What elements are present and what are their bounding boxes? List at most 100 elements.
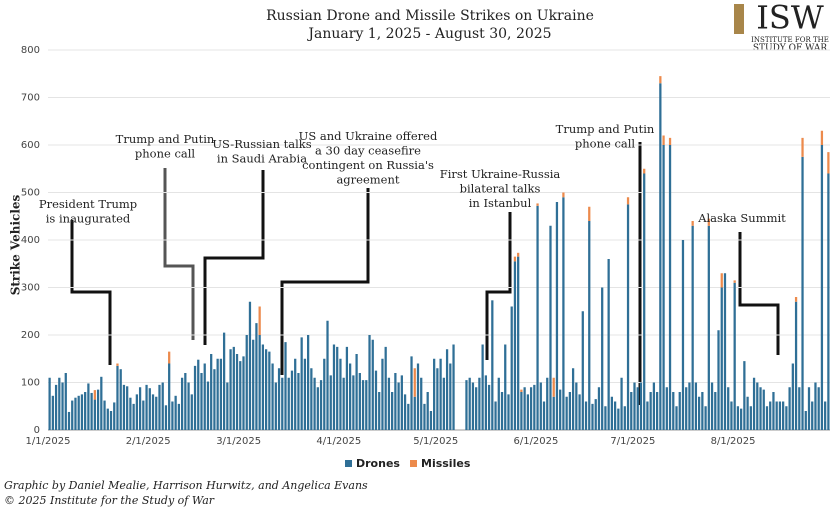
bar-segment: [161, 382, 164, 430]
bar-segment: [536, 203, 539, 206]
bar-segment: [727, 387, 730, 430]
bar-segment: [119, 369, 122, 430]
annotation: is inaugurated: [46, 212, 131, 226]
bar-segment: [817, 387, 820, 430]
credit: Graphic by Daniel Mealie, Harrison Hurwi…: [4, 479, 368, 492]
bar-segment: [481, 344, 484, 430]
bar-segment: [332, 344, 336, 430]
bar-segment: [329, 375, 332, 430]
bar-segment: [378, 392, 381, 430]
bar-segment: [387, 377, 391, 430]
y-tick-label: 500: [21, 188, 40, 199]
bar-segment: [743, 361, 746, 430]
bar-segment: [517, 252, 520, 257]
bar-segment: [193, 365, 197, 430]
bar-segment: [216, 358, 219, 430]
bar-segment: [229, 349, 232, 430]
bar-segment: [54, 384, 58, 430]
bar-segment: [798, 387, 801, 430]
bar-segment: [180, 377, 184, 430]
bar-segment: [397, 382, 400, 430]
bar-segment: [659, 76, 662, 84]
bar-segment: [520, 392, 523, 430]
bar-segment: [410, 356, 413, 430]
bar-segment: [423, 403, 426, 430]
bar-segment: [581, 311, 584, 430]
bar-segment: [358, 373, 361, 430]
bar-segment: [416, 363, 420, 430]
bar-segment: [555, 202, 559, 430]
annotation: Trump and Putin: [116, 132, 215, 146]
annotation: a 30 day ceasefire: [315, 144, 421, 158]
bar-segment: [697, 396, 701, 430]
bar-segment: [639, 382, 643, 430]
bar-segment: [688, 382, 691, 430]
bar-segment: [48, 377, 51, 430]
x-tick-label: 6/1/2025: [513, 436, 558, 447]
bar-segment: [788, 387, 791, 430]
bar-segment: [391, 392, 394, 430]
bar-segment: [252, 339, 255, 430]
bar-segment: [717, 330, 720, 430]
bar-segment: [504, 344, 507, 430]
bar-segment: [93, 399, 96, 430]
bar-segment: [562, 192, 565, 198]
bar-segment: [206, 381, 210, 430]
bar-segment: [349, 363, 352, 430]
bar-segment: [811, 401, 814, 430]
y-axis-label: Strike Vehicles: [9, 194, 23, 295]
bar-segment: [436, 368, 439, 430]
bar-segment: [258, 335, 261, 430]
bar-segment: [239, 361, 242, 430]
bar-segment: [559, 389, 562, 430]
bar-segment: [626, 197, 630, 205]
bar-segment: [281, 377, 284, 430]
bar-segment: [526, 394, 529, 430]
bar-segment: [449, 363, 452, 430]
bar-segment: [355, 354, 358, 430]
bar-segment: [500, 392, 504, 430]
bar-segment: [491, 300, 494, 430]
bar-segment: [261, 344, 265, 430]
bar-segment: [232, 346, 235, 430]
bar-segment: [413, 368, 416, 397]
annotation: US and Ukraine offered: [299, 129, 438, 143]
bar-segment: [51, 395, 54, 430]
bar-segment: [155, 396, 158, 430]
bar-segment: [785, 406, 788, 430]
bar-segment: [426, 392, 429, 430]
bar-segment: [513, 261, 517, 430]
bar-segment: [691, 221, 694, 226]
bar-segment: [827, 173, 830, 430]
bar-segment: [277, 368, 281, 430]
bar-segment: [655, 392, 659, 430]
bar-segment: [620, 377, 623, 430]
bar-segment: [106, 408, 109, 430]
bar-segment: [597, 387, 601, 430]
bar-segment: [264, 349, 268, 430]
bar-segment: [352, 375, 355, 430]
bar-segment: [168, 363, 171, 430]
bar-segment: [313, 377, 316, 430]
bar-segment: [442, 377, 445, 430]
bar-segment: [707, 225, 710, 430]
bar-segment: [287, 377, 290, 430]
bar-segment: [636, 387, 639, 430]
bar-segment: [433, 358, 436, 430]
bar-segment: [613, 401, 617, 430]
bar-segment: [326, 320, 329, 430]
bar-segment: [594, 399, 597, 430]
bar-segment: [200, 373, 203, 430]
bar-segment: [778, 401, 782, 430]
callout-line: [70, 220, 112, 365]
bar-segment: [109, 411, 113, 430]
bar-segment: [394, 373, 397, 430]
bar-segment: [168, 351, 171, 364]
bar-segment: [752, 377, 756, 430]
bar-segment: [762, 389, 765, 430]
annotation: agreement: [336, 173, 399, 187]
bar-segment: [242, 356, 245, 430]
bar-segment: [368, 335, 371, 430]
annotation: Alaska Summit: [697, 211, 786, 225]
bar-segment: [316, 387, 319, 430]
